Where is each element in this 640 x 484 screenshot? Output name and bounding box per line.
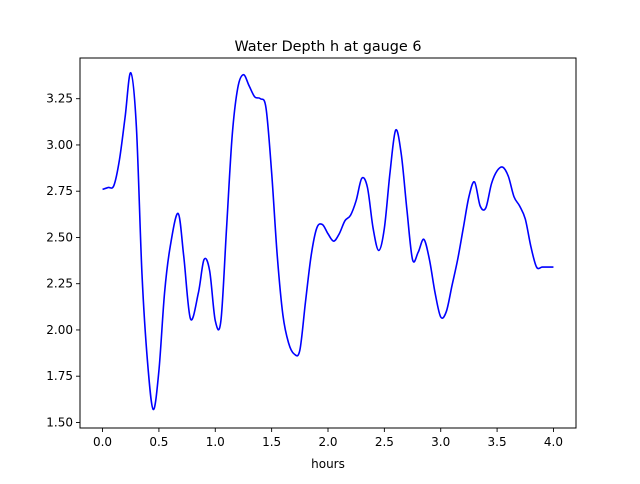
- x-tick-label: 0.0: [93, 435, 112, 449]
- y-tick-label: 2.25: [46, 277, 73, 291]
- x-axis-title: hours: [311, 457, 345, 471]
- plot-data-layer: [102, 71, 554, 411]
- x-axis: 0.0 0.5 1.0 1.5 2.0 2.5 3.0 3.5 4.0: [93, 428, 563, 449]
- y-tick-label: 1.75: [46, 369, 73, 383]
- chart-title: Water Depth h at gauge 6: [234, 39, 421, 55]
- x-tick-label: 4.0: [544, 435, 563, 449]
- x-tick-label: 2.5: [375, 435, 394, 449]
- y-tick-label: 1.50: [46, 415, 73, 429]
- x-tick-label: 3.5: [488, 435, 507, 449]
- y-tick-label: 2.00: [46, 323, 73, 337]
- x-tick-label: 3.0: [431, 435, 450, 449]
- y-tick-label: 2.75: [46, 184, 73, 198]
- y-axis: 1.50 1.75 2.00 2.25 2.50 2.75 3.00 3.25: [46, 92, 80, 429]
- y-tick-label: 3.00: [46, 138, 73, 152]
- series-line-0: [102, 71, 554, 411]
- x-tick-label: 0.5: [149, 435, 168, 449]
- y-tick-label: 2.50: [46, 230, 73, 244]
- x-tick-label: 2.0: [318, 435, 337, 449]
- y-tick-label: 3.25: [46, 92, 73, 106]
- x-tick-label: 1.5: [262, 435, 281, 449]
- x-tick-label: 1.0: [206, 435, 225, 449]
